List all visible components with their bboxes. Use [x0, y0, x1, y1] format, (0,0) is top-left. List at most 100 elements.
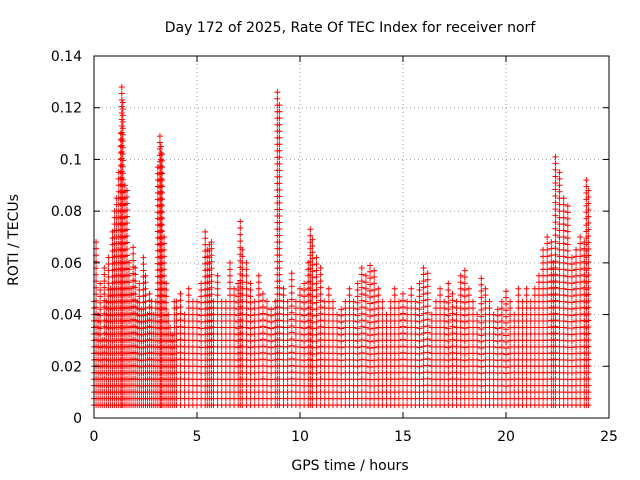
data-point: [208, 284, 215, 291]
data-point: [284, 363, 291, 370]
data-point: [259, 330, 266, 337]
data-point: [585, 232, 592, 239]
data-point: [231, 330, 238, 337]
data-point: [577, 318, 584, 325]
data-point: [564, 235, 571, 242]
data-point: [412, 330, 419, 337]
data-point: [577, 234, 584, 240]
data-point: [119, 105, 126, 112]
data-point: [284, 356, 291, 363]
data-point: [416, 312, 423, 319]
data-point: [231, 324, 238, 331]
data-point: [118, 265, 125, 272]
data-point: [142, 272, 149, 279]
data-point: [395, 324, 402, 331]
data-point: [400, 343, 406, 350]
data-point: [552, 179, 559, 186]
data-point: [177, 343, 184, 350]
data-point: [173, 330, 180, 337]
data-point: [276, 258, 283, 265]
data-point: [461, 299, 468, 306]
data-point: [158, 170, 165, 177]
data-point: [375, 292, 382, 299]
data-point: [297, 305, 303, 312]
data-point: [474, 311, 481, 318]
data-point: [276, 336, 283, 343]
data-point: [119, 99, 126, 106]
data-point: [157, 221, 164, 228]
data-point: [441, 343, 448, 350]
x-tick-label: 25: [600, 429, 618, 445]
data-point: [367, 275, 374, 282]
data-point: [123, 239, 130, 246]
data-point: [371, 274, 378, 281]
data-point: [126, 259, 133, 266]
data-point: [445, 280, 452, 287]
data-point: [544, 285, 551, 292]
data-point: [177, 303, 184, 310]
data-point: [317, 284, 324, 291]
data-point: [362, 292, 369, 299]
data-point: [465, 285, 472, 292]
data-point: [583, 177, 590, 184]
data-point: [231, 318, 238, 325]
data-point: [264, 350, 271, 357]
data-point: [358, 343, 365, 350]
data-point: [255, 350, 262, 357]
data-point: [313, 370, 320, 377]
data-point: [498, 356, 505, 363]
data-point: [585, 369, 592, 376]
data-point: [140, 254, 147, 261]
data-point: [284, 337, 291, 344]
data-point: [158, 157, 165, 164]
data-point: [119, 170, 126, 177]
data-point: [457, 298, 464, 305]
data-point: [585, 265, 592, 272]
data-point: [441, 337, 448, 344]
data-point: [362, 311, 369, 318]
data-point: [560, 272, 567, 279]
data-point: [214, 292, 221, 299]
data-point: [474, 356, 481, 363]
data-point: [457, 292, 464, 299]
data-point: [494, 319, 501, 326]
data-point: [284, 305, 291, 312]
data-point: [354, 299, 361, 306]
data-point: [358, 278, 365, 285]
data-point: [231, 337, 238, 344]
data-point: [123, 193, 130, 200]
data-point: [449, 343, 456, 350]
data-point: [208, 252, 215, 259]
data-point: [126, 279, 133, 286]
data-point: [424, 309, 431, 316]
data-point: [146, 290, 153, 297]
data-point: [503, 364, 509, 371]
data-point: [208, 291, 215, 298]
data-point: [486, 305, 493, 312]
data-point: [243, 285, 250, 292]
data-point: [470, 305, 477, 312]
data-point: [243, 305, 250, 312]
data-point: [214, 279, 221, 286]
data-point: [157, 143, 164, 150]
data-point: [309, 281, 316, 288]
data-point: [560, 240, 567, 247]
data-point: [412, 337, 419, 344]
data-point: [358, 284, 365, 291]
data-point: [284, 369, 291, 376]
data-point: [259, 343, 266, 350]
data-point: [297, 350, 303, 357]
data-point: [395, 337, 402, 344]
data-point: [307, 232, 314, 239]
data-point: [338, 338, 345, 345]
data-point: [276, 226, 283, 233]
data-point: [354, 325, 361, 332]
data-point: [395, 356, 402, 363]
data-point: [297, 324, 303, 331]
data-point: [118, 252, 125, 259]
data-point: [474, 324, 481, 331]
data-point: [313, 318, 320, 325]
data-point: [297, 318, 303, 325]
data-point: [358, 265, 365, 272]
